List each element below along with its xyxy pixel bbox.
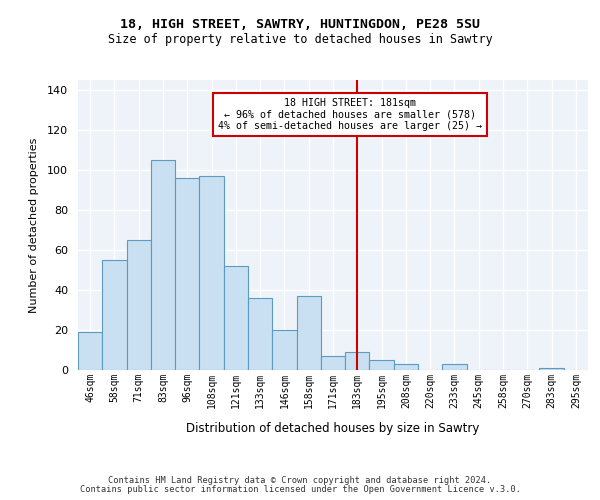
Bar [539, 368, 564, 370]
Bar [272, 330, 296, 370]
Bar [224, 266, 248, 370]
Bar [248, 298, 272, 370]
Text: 18, HIGH STREET, SAWTRY, HUNTINGDON, PE28 5SU: 18, HIGH STREET, SAWTRY, HUNTINGDON, PE2… [120, 18, 480, 30]
Text: Contains HM Land Registry data © Crown copyright and database right 2024.: Contains HM Land Registry data © Crown c… [109, 476, 491, 485]
Bar [394, 364, 418, 370]
Bar [127, 240, 151, 370]
Bar [175, 178, 199, 370]
Bar [296, 296, 321, 370]
Bar [102, 260, 127, 370]
Y-axis label: Number of detached properties: Number of detached properties [29, 138, 39, 312]
Bar [345, 352, 370, 370]
Text: 18 HIGH STREET: 181sqm
← 96% of detached houses are smaller (578)
4% of semi-det: 18 HIGH STREET: 181sqm ← 96% of detached… [218, 98, 482, 131]
Text: Size of property relative to detached houses in Sawtry: Size of property relative to detached ho… [107, 32, 493, 46]
Bar [199, 176, 224, 370]
Text: Contains public sector information licensed under the Open Government Licence v.: Contains public sector information licen… [79, 485, 521, 494]
Bar [442, 364, 467, 370]
X-axis label: Distribution of detached houses by size in Sawtry: Distribution of detached houses by size … [187, 422, 479, 435]
Bar [78, 332, 102, 370]
Bar [370, 360, 394, 370]
Bar [151, 160, 175, 370]
Bar [321, 356, 345, 370]
